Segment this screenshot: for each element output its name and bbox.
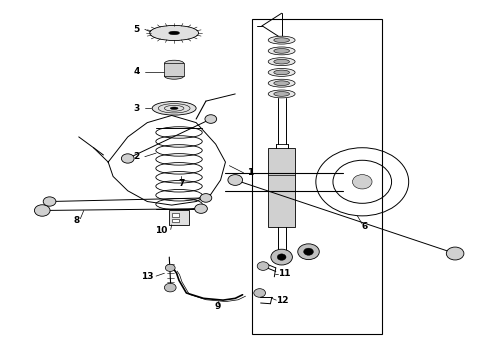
Ellipse shape (274, 81, 290, 86)
Ellipse shape (170, 107, 178, 109)
Text: 3: 3 (133, 104, 140, 113)
Bar (172, 219, 178, 222)
Text: 11: 11 (278, 269, 291, 278)
Circle shape (298, 244, 319, 260)
Circle shape (304, 248, 314, 255)
Ellipse shape (268, 47, 295, 55)
Ellipse shape (268, 79, 295, 87)
Ellipse shape (268, 68, 295, 76)
Circle shape (200, 194, 212, 202)
Text: 13: 13 (141, 271, 153, 280)
Ellipse shape (169, 31, 179, 35)
Circle shape (164, 283, 176, 292)
Ellipse shape (171, 67, 177, 70)
Bar (252, 19, 382, 334)
Circle shape (271, 249, 293, 265)
Bar (169, 210, 189, 225)
Circle shape (205, 115, 217, 123)
Text: 4: 4 (133, 67, 140, 76)
Ellipse shape (152, 102, 196, 115)
Ellipse shape (268, 36, 295, 44)
Text: 8: 8 (74, 216, 79, 225)
Circle shape (122, 154, 134, 163)
Ellipse shape (268, 58, 295, 66)
Circle shape (195, 204, 207, 213)
Ellipse shape (274, 59, 290, 64)
Circle shape (43, 197, 56, 206)
Circle shape (277, 254, 286, 260)
Text: 1: 1 (247, 168, 253, 177)
Ellipse shape (274, 38, 290, 42)
Text: 5: 5 (133, 25, 140, 34)
Ellipse shape (164, 73, 184, 79)
Text: 9: 9 (215, 302, 221, 311)
Circle shape (352, 175, 372, 189)
Ellipse shape (274, 91, 290, 96)
Circle shape (254, 289, 266, 297)
Circle shape (34, 205, 50, 216)
Text: 2: 2 (133, 152, 140, 161)
Circle shape (228, 175, 243, 185)
Text: 7: 7 (178, 179, 185, 188)
Ellipse shape (274, 70, 290, 75)
Ellipse shape (274, 49, 290, 53)
Text: 6: 6 (362, 222, 368, 231)
Bar (269, 148, 295, 226)
Text: 10: 10 (155, 226, 167, 235)
Bar (164, 63, 184, 76)
Ellipse shape (150, 26, 198, 41)
Circle shape (446, 247, 464, 260)
Ellipse shape (164, 60, 184, 67)
Circle shape (165, 264, 175, 271)
Text: 12: 12 (276, 296, 289, 305)
Ellipse shape (268, 90, 295, 98)
Circle shape (257, 262, 269, 270)
Bar (172, 213, 178, 217)
